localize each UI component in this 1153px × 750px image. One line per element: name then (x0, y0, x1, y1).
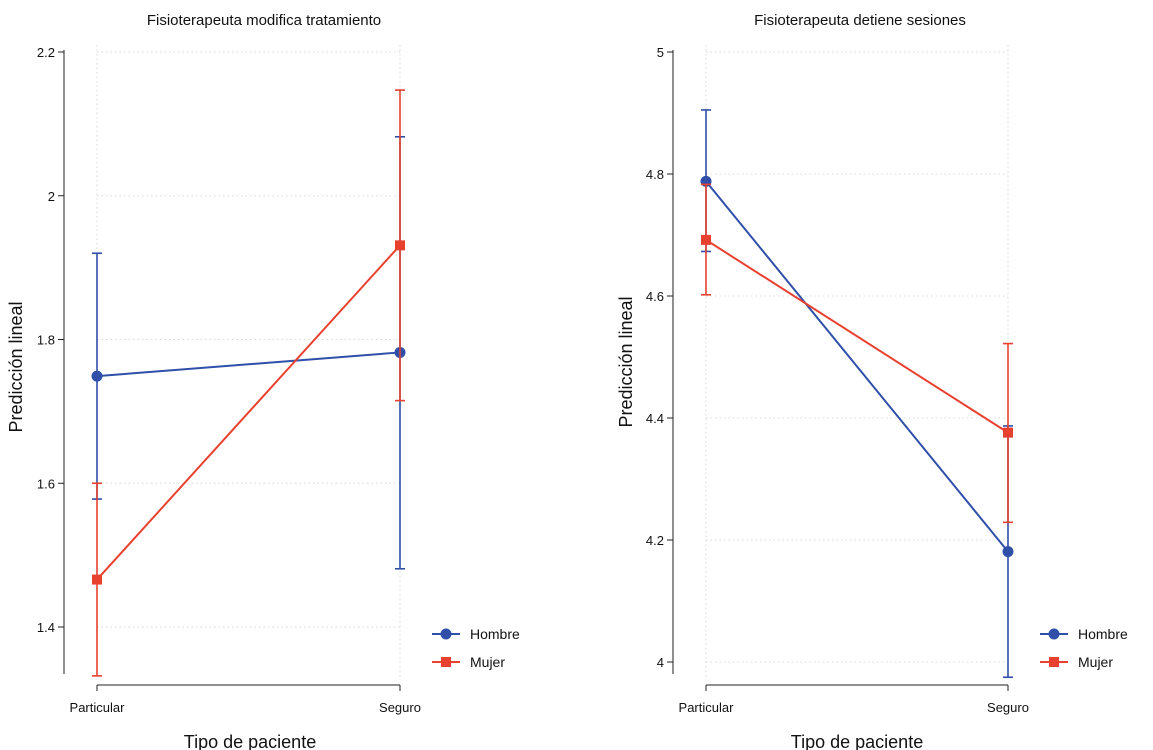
legend-label: Hombre (470, 626, 520, 642)
x-axis-title: Tipo de paciente (184, 732, 316, 750)
data-point-marker (1002, 546, 1014, 558)
data-point-marker (91, 370, 103, 382)
chart-panel-2: Fisioterapeuta detiene sesiones 4 4.2 4.4 4.… (616, 12, 1128, 750)
legend-marker (1049, 657, 1059, 667)
legend-marker (1048, 628, 1060, 640)
data-point-marker (92, 574, 102, 585)
series-mujer (701, 183, 1013, 524)
y-tick-label: 1.8 (37, 333, 55, 348)
y-tick-label: 4 (657, 655, 664, 670)
legend: Hombre Mujer (1040, 626, 1128, 670)
chart-title: Fisioterapeuta detiene sesiones (754, 12, 966, 29)
y-tick-label: 1.6 (37, 476, 55, 491)
legend-label: Mujer (1078, 654, 1113, 670)
data-point-marker (1003, 427, 1013, 438)
y-tick-label: 2.2 (37, 45, 55, 60)
y-tick-label: 4.2 (646, 533, 664, 548)
x-tick-label: Seguro (379, 700, 421, 715)
legend-label: Mujer (470, 654, 505, 670)
y-tick-label: 4.8 (646, 167, 664, 182)
x-tick-label: Seguro (987, 700, 1029, 715)
series-line (705, 239, 1009, 434)
series-hombre (700, 109, 1014, 679)
y-tick-label: 4.6 (646, 289, 664, 304)
legend: Hombre Mujer (432, 626, 520, 670)
y-tick-label: 2 (48, 189, 55, 204)
chart-title: Fisioterapeuta modifica tratamiento (147, 12, 381, 29)
legend-marker (441, 657, 451, 667)
y-tick-label: 5 (657, 45, 664, 60)
data-point-marker (701, 234, 711, 245)
y-axis-title: Predicción lineal (6, 301, 26, 432)
y-tick-label: 1.4 (37, 620, 55, 635)
x-tick-label: Particular (70, 700, 126, 715)
legend-marker (440, 628, 452, 640)
legend-label: Hombre (1078, 626, 1128, 642)
series-line (96, 351, 401, 378)
series-line (96, 244, 401, 581)
series-hombre (91, 136, 406, 570)
y-axis-title: Predicción lineal (616, 296, 636, 427)
chart-panel-1: Fisioterapeuta modifica tratamiento 1.4 1.… (6, 12, 520, 750)
x-axis-title: Tipo de paciente (791, 732, 923, 750)
series-mujer (92, 89, 405, 677)
series-line (705, 180, 1009, 553)
y-tick-label: 4.4 (646, 411, 664, 426)
data-point-marker (395, 240, 405, 251)
x-tick-label: Particular (679, 700, 735, 715)
